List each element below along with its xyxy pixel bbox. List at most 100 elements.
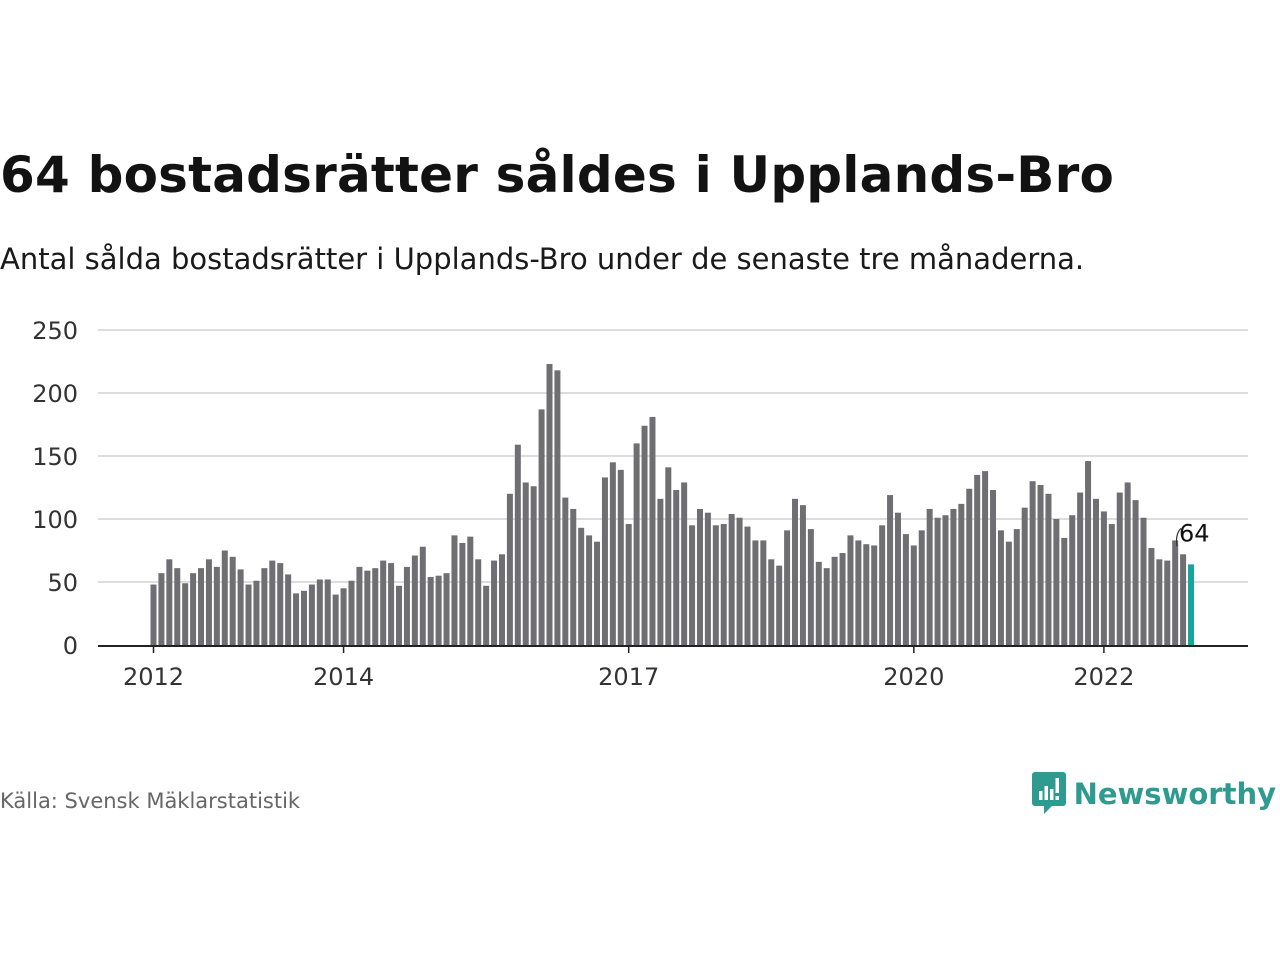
chart-subtitle: Antal sålda bostadsrätter i Upplands-Bro… (0, 242, 1085, 276)
annotation-connector (1175, 527, 1182, 547)
bar (221, 550, 228, 645)
bar (1053, 519, 1060, 645)
bar (990, 490, 997, 645)
bar (950, 508, 957, 645)
bar (300, 590, 307, 645)
bar (475, 559, 482, 645)
bar (847, 535, 854, 645)
bar (554, 370, 561, 645)
bar (356, 566, 363, 645)
bar (530, 486, 537, 645)
bar (839, 553, 846, 645)
bar (332, 594, 339, 645)
bar (1100, 511, 1107, 645)
bar (792, 498, 799, 645)
bar (799, 505, 806, 645)
bar (506, 493, 513, 645)
bar (910, 545, 917, 645)
bar (1085, 461, 1092, 645)
bar (594, 541, 601, 645)
bar (372, 568, 379, 645)
bar (776, 565, 783, 645)
bar (1140, 517, 1147, 645)
bar (570, 508, 577, 645)
bar (1061, 537, 1068, 645)
bar (190, 573, 197, 645)
bar (427, 576, 434, 645)
bar (1116, 492, 1123, 645)
bar (348, 580, 355, 645)
x-axis-ticks: 2012 2014 2017 2020 2022 (123, 646, 1134, 691)
bar (617, 469, 624, 645)
bar (1148, 547, 1155, 645)
chart-title: 64 bostadsrätter såldes i Upplands-Bro (0, 146, 1114, 204)
bar (982, 471, 989, 645)
y-tick-label: 200 (32, 380, 78, 408)
bar (205, 559, 212, 645)
bar (1156, 559, 1163, 645)
bar (1164, 560, 1171, 645)
bar (657, 498, 664, 645)
x-tick-label: 2012 (123, 663, 184, 691)
bar (649, 416, 656, 645)
bar (823, 568, 830, 645)
y-tick-label: 0 (63, 632, 78, 660)
bar (1045, 493, 1052, 645)
bar (1108, 524, 1115, 645)
bar (293, 593, 300, 645)
bar (704, 512, 711, 645)
bar (1077, 492, 1084, 645)
bar (601, 477, 608, 645)
bar (807, 529, 814, 645)
bar (467, 536, 474, 645)
bar (522, 482, 529, 645)
bar (1180, 554, 1187, 645)
bar (261, 568, 268, 645)
bar (926, 508, 933, 645)
bar (855, 540, 862, 645)
bar (316, 579, 323, 645)
y-tick-label: 50 (47, 569, 78, 597)
y-tick-label: 250 (32, 317, 78, 345)
annotation-label: 64 (1179, 519, 1210, 547)
bar (1005, 541, 1012, 645)
bar (213, 566, 220, 645)
bar (958, 503, 965, 645)
bar (498, 554, 505, 645)
bar (997, 530, 1004, 645)
bar (744, 526, 751, 645)
bar (871, 545, 878, 645)
x-tick-label: 2020 (883, 663, 944, 691)
bar (443, 573, 450, 645)
brand-logo[interactable]: Newsworthy (1031, 772, 1276, 816)
y-axis-ticks: 0 50 100 150 200 250 (32, 317, 78, 660)
bar (902, 534, 909, 645)
bar (665, 467, 672, 645)
bar (1172, 540, 1179, 645)
bar (1132, 500, 1139, 645)
bar (546, 364, 553, 645)
bar (720, 524, 727, 645)
bar (768, 559, 775, 645)
bar (285, 574, 292, 645)
bar (174, 568, 181, 645)
bar (388, 563, 395, 645)
bar (324, 579, 331, 645)
bar (974, 474, 981, 645)
bar (182, 583, 189, 645)
bar (673, 490, 680, 645)
bar (435, 575, 442, 645)
bar (245, 584, 252, 645)
bar (586, 535, 593, 645)
bar (736, 517, 743, 645)
bar (340, 588, 347, 645)
bar (253, 580, 260, 645)
bar (1029, 481, 1036, 645)
bar (483, 585, 490, 645)
bar (863, 544, 870, 645)
bar (538, 409, 545, 645)
bar (752, 540, 759, 645)
bar (831, 556, 838, 645)
bar (641, 425, 648, 645)
bar (887, 495, 894, 645)
